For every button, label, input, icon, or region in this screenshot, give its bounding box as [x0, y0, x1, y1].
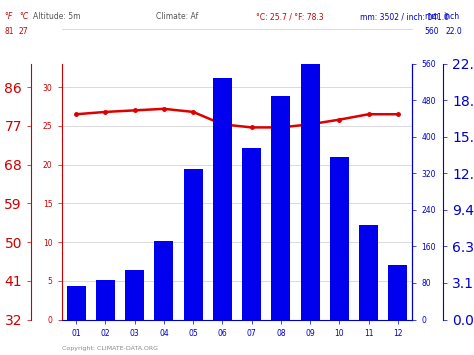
- Text: Altitude: 5m: Altitude: 5m: [33, 12, 81, 21]
- Bar: [301, 55, 319, 320]
- Bar: [67, 286, 86, 320]
- Bar: [125, 270, 144, 320]
- Text: 27: 27: [19, 27, 28, 36]
- Text: mm: 3502 / inch: 141.0: mm: 3502 / inch: 141.0: [360, 12, 449, 21]
- Bar: [388, 265, 407, 320]
- Text: °C: 25.7 / °F: 78.3: °C: 25.7 / °F: 78.3: [256, 12, 324, 21]
- Text: °F: °F: [5, 12, 13, 21]
- Bar: [213, 78, 232, 320]
- Text: 560: 560: [424, 27, 439, 36]
- Text: 22.0: 22.0: [446, 27, 462, 36]
- Text: Copyright: CLIMATE-DATA.ORG: Copyright: CLIMATE-DATA.ORG: [62, 346, 158, 351]
- Bar: [330, 158, 349, 320]
- Text: mm: mm: [424, 12, 439, 21]
- Bar: [271, 96, 291, 320]
- Bar: [359, 225, 378, 320]
- Bar: [183, 169, 203, 320]
- Bar: [96, 280, 115, 320]
- Text: inch: inch: [443, 12, 459, 21]
- Text: °C: °C: [19, 12, 28, 21]
- Text: Climate: Af: Climate: Af: [156, 12, 199, 21]
- Bar: [242, 148, 261, 320]
- Text: 81: 81: [5, 27, 14, 36]
- Bar: [155, 241, 173, 320]
